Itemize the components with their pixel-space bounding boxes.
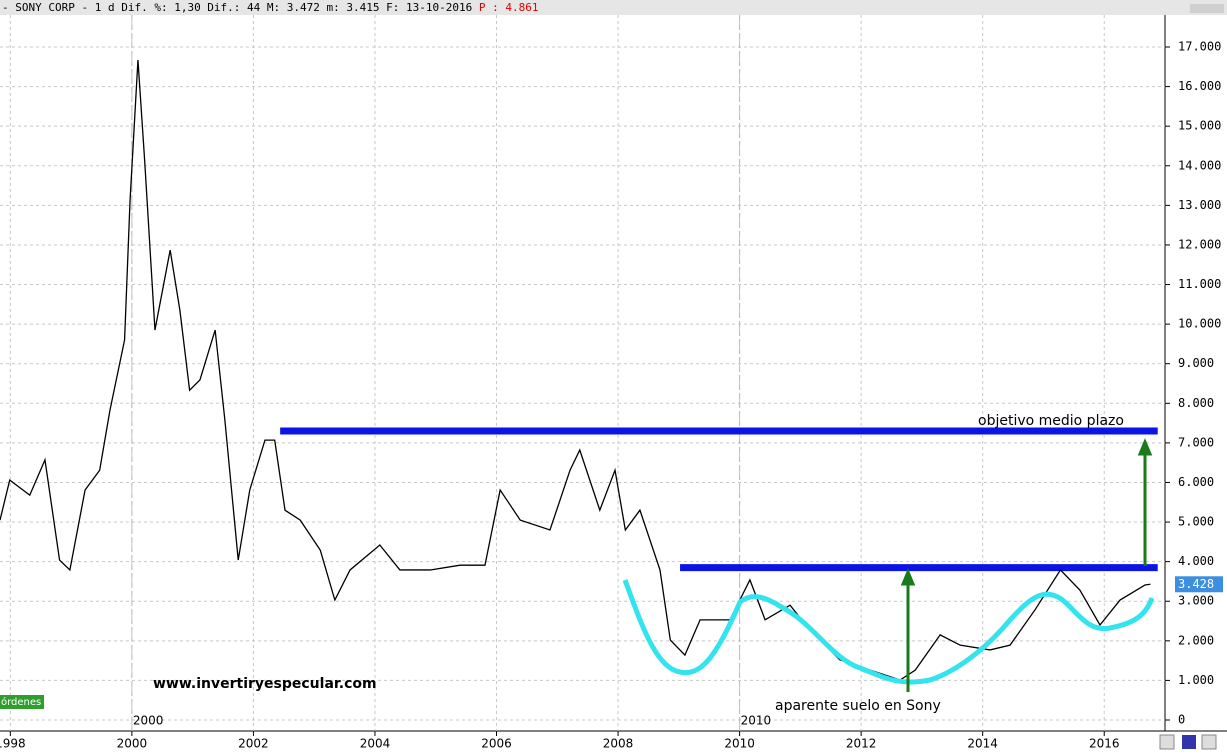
header-fields: Dif. %: 1,30 Dif.: 44 M: 3.472 m: 3.415 … bbox=[121, 1, 472, 14]
last-price-label: 3.428 bbox=[1178, 577, 1214, 591]
header-bar bbox=[0, 0, 1227, 15]
y-tick-label: 10.000 bbox=[1178, 317, 1221, 331]
x-tick-label: 2004 bbox=[360, 737, 391, 751]
y-tick-label: 15.000 bbox=[1178, 119, 1221, 133]
y-tick-label: 8.000 bbox=[1178, 396, 1214, 410]
tool-button[interactable] bbox=[1159, 734, 1175, 750]
x-tick-label: 2008 bbox=[603, 737, 634, 751]
last-price-tag bbox=[1175, 576, 1223, 593]
header-period: 1 d bbox=[95, 1, 115, 14]
y-tick-label: 1.000 bbox=[1178, 673, 1214, 687]
y-tick-label: 13.000 bbox=[1178, 198, 1221, 212]
y-tick-label: 16.000 bbox=[1178, 79, 1221, 93]
y-tick-label: 3.000 bbox=[1178, 594, 1214, 608]
y-tick-label: 7.000 bbox=[1178, 435, 1214, 449]
x-tick-label: 2010 bbox=[724, 737, 755, 751]
y-tick-label: 14.000 bbox=[1178, 158, 1221, 172]
y-axis-area bbox=[1165, 15, 1227, 731]
x-tick-label: 2006 bbox=[481, 737, 512, 751]
bottom-label: aparente suelo en Sony bbox=[775, 698, 941, 714]
y-tick-label: 11.000 bbox=[1178, 277, 1221, 291]
x-tick-label: 2000 bbox=[117, 737, 148, 751]
y-tick-label: 2.000 bbox=[1178, 633, 1214, 647]
orders-button[interactable] bbox=[0, 695, 44, 709]
header-price: P : 4.861 bbox=[479, 1, 539, 14]
x-tick-label: 2012 bbox=[846, 737, 877, 751]
y-tick-label: 6.000 bbox=[1178, 475, 1214, 489]
y-tick-label: 12.000 bbox=[1178, 237, 1221, 251]
price-line bbox=[0, 60, 1151, 681]
x-tick-label: 2016 bbox=[1089, 737, 1120, 751]
arrows bbox=[900, 438, 1153, 692]
target-label: objetivo medio plazo bbox=[978, 413, 1124, 429]
y-tick-label: 4.000 bbox=[1178, 554, 1214, 568]
period-label: 2010 bbox=[741, 714, 772, 728]
header-name: - SONY CORP - bbox=[2, 1, 88, 14]
window-buttons[interactable] bbox=[1190, 4, 1224, 13]
y-tick-label: 5.000 bbox=[1178, 515, 1214, 529]
x-tick-label: 2014 bbox=[967, 737, 998, 751]
print-button[interactable] bbox=[1201, 734, 1217, 750]
arrow-head bbox=[900, 568, 916, 586]
orders-label[interactable]: órdenes bbox=[1, 696, 41, 708]
period-label: 2000 bbox=[133, 714, 164, 728]
header: - SONY CORP - 1 d Dif. %: 1,30 Dif.: 44 … bbox=[2, 1, 538, 14]
x-tick-label: 2002 bbox=[238, 737, 269, 751]
site-label: www.invertiryespecular.com bbox=[153, 676, 377, 692]
y-tick-label: 9.000 bbox=[1178, 356, 1214, 370]
bottom-pattern bbox=[622, 579, 1155, 685]
y-tick-label: 0 bbox=[1178, 713, 1185, 727]
arrow-head bbox=[1137, 438, 1153, 456]
save-button[interactable] bbox=[1182, 735, 1196, 749]
toolbar bbox=[1159, 4, 1224, 750]
y-tick-label: 17.000 bbox=[1178, 40, 1221, 54]
